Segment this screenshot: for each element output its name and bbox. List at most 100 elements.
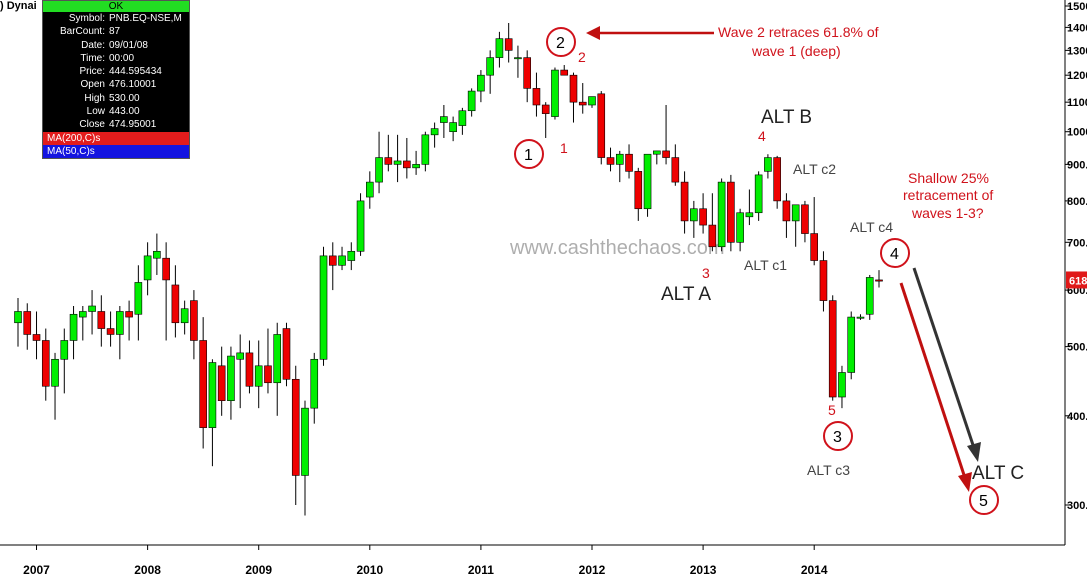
data-window-key: Close	[79, 119, 105, 131]
data-window-row: BarCount: 87	[43, 25, 189, 38]
x-tick-label: 2010	[356, 563, 383, 577]
candle-body	[421, 134, 430, 165]
x-tick-label: 2007	[23, 563, 50, 577]
y-axis-ticks: 1500.00 1400.00 1300.00 1200.00 1100.00 1000.…	[1065, 1, 1087, 512]
candle	[106, 311, 115, 347]
candle	[273, 322, 282, 416]
candle	[782, 193, 791, 238]
candle	[458, 107, 467, 135]
projection-arrow-red	[899, 282, 972, 492]
candle	[514, 45, 522, 78]
candle-body	[134, 282, 143, 315]
candle	[856, 314, 865, 320]
candle-body	[477, 74, 485, 92]
candle	[301, 400, 309, 516]
data-window-row: Low 443.00	[43, 105, 189, 118]
candle-body	[227, 355, 235, 401]
y-tick-label: 1100.00	[1067, 97, 1087, 109]
data-window-value: 476.10001	[109, 79, 157, 91]
wave-circle-2: 2	[546, 27, 576, 57]
data-window-value: 443.00	[109, 106, 140, 118]
small-wave-4: 4	[758, 128, 766, 144]
candle	[541, 102, 550, 138]
candle-body	[782, 200, 791, 222]
candle	[875, 270, 883, 288]
candle-body	[708, 224, 717, 248]
data-window-panel: OK Symbol: PNB.EQ-NSE,M BarCount: 87 Date: 09…	[42, 0, 190, 159]
alt-c3-label: ALT c3	[807, 462, 850, 478]
wave-circle-3: 3	[823, 421, 853, 451]
candle	[708, 193, 717, 252]
candle	[699, 193, 707, 234]
candle	[727, 174, 735, 252]
candle	[865, 274, 874, 320]
small-wave-5: 5	[828, 402, 836, 418]
candle	[264, 328, 272, 394]
candle-body	[856, 316, 865, 319]
candle-body	[143, 255, 152, 281]
data-window-key: Price:	[79, 66, 105, 78]
candle	[606, 147, 615, 172]
alt-c-label: ALT C	[972, 463, 1024, 484]
candle-body	[245, 352, 254, 387]
candle-body	[588, 96, 596, 106]
candle-body	[412, 164, 420, 169]
alt-c1-label: ALT c1	[744, 257, 787, 273]
candle-body	[440, 116, 448, 123]
candle-body	[458, 110, 467, 126]
y-tick-label: 500.00	[1067, 342, 1087, 354]
x-axis-ticks: 2007 2008 2009 2010 2011 2012 2013 2014	[23, 545, 828, 577]
candle-body	[615, 153, 624, 165]
candle	[560, 65, 569, 76]
candle	[375, 131, 383, 194]
candle	[338, 246, 346, 271]
candle	[662, 104, 670, 165]
candle	[51, 352, 59, 420]
candle	[69, 305, 78, 360]
candle	[477, 70, 485, 103]
candle	[764, 154, 772, 179]
candle-body	[301, 407, 309, 476]
candle	[14, 297, 22, 347]
ma200-legend[interactable]: MA(200,C)s	[43, 131, 189, 145]
last-price-box	[1066, 271, 1087, 289]
data-window-value: 530.00	[109, 92, 140, 104]
candle	[736, 208, 744, 252]
candle-body	[32, 334, 41, 341]
candle-body	[180, 308, 189, 324]
candle	[828, 295, 837, 401]
candle-body	[560, 69, 569, 76]
candle	[653, 150, 661, 165]
wave2-note-line2: wave 1 (deep)	[751, 43, 841, 59]
candle-body	[116, 311, 124, 335]
candle	[838, 365, 846, 409]
candle	[199, 317, 207, 449]
candle-body	[671, 157, 680, 183]
data-window-row: Open 476.10001	[43, 78, 189, 91]
candle	[254, 340, 263, 409]
candle-body	[801, 204, 809, 234]
candle	[190, 290, 198, 360]
candle	[569, 72, 578, 123]
candle-body	[310, 358, 319, 409]
ma50-legend[interactable]: MA(50,C)s	[43, 144, 189, 158]
candle-body	[773, 157, 781, 202]
candle	[717, 178, 726, 252]
candle-body	[699, 208, 707, 226]
candle-body	[347, 250, 356, 261]
candle	[41, 328, 50, 401]
candle	[356, 193, 365, 256]
data-window-value: 09/01/08	[109, 39, 148, 51]
candle-body	[41, 340, 50, 387]
shallow-note-line3: waves 1-3?	[911, 205, 984, 221]
candle-body	[523, 57, 531, 89]
window-title-fragment: ) Dynai	[0, 0, 37, 12]
candle-body	[106, 328, 115, 335]
candle	[523, 50, 531, 103]
candle-body	[319, 255, 328, 360]
candle	[116, 305, 124, 360]
candle	[393, 134, 402, 183]
candle-body	[51, 358, 59, 387]
candle	[680, 171, 689, 234]
candle	[430, 122, 439, 148]
